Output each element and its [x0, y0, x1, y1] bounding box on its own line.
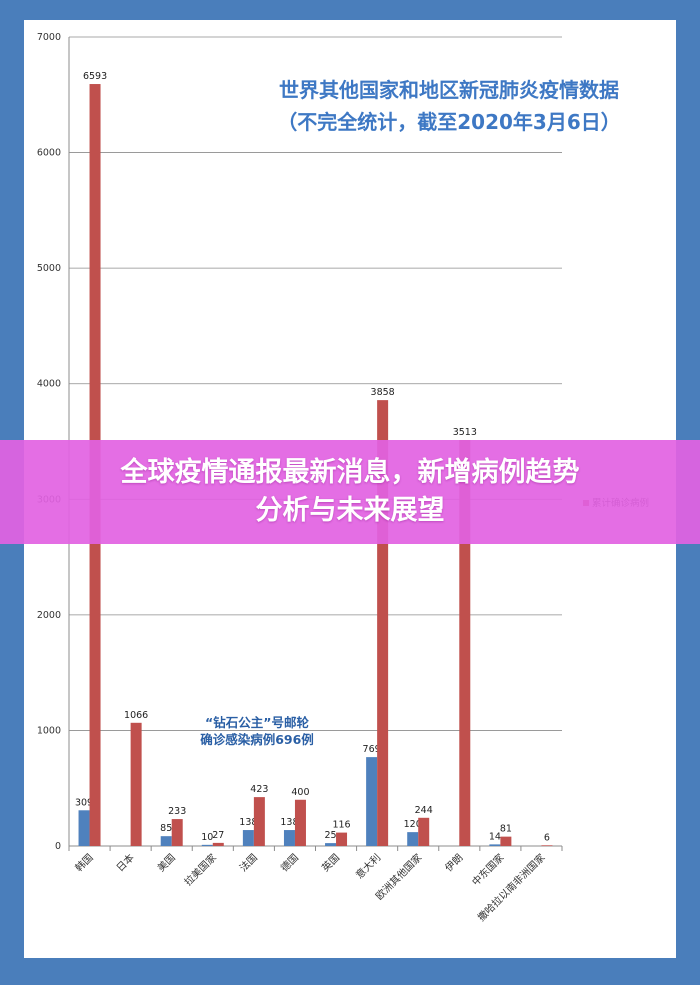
data-label: 27: [212, 830, 224, 841]
blue-bar: [489, 844, 501, 846]
y-tick-label: 4000: [37, 379, 61, 390]
data-label: 14: [489, 831, 501, 842]
data-label: 1066: [124, 710, 148, 721]
y-tick-label: 7000: [37, 32, 61, 43]
data-label: 10: [201, 832, 213, 843]
data-label: 3513: [453, 427, 477, 438]
x-category-label: 意大利: [353, 851, 383, 881]
red-bar: [541, 845, 553, 846]
data-label: 120: [404, 819, 422, 830]
chart-title-line-2: （不完全统计，截至2020年3月6日）: [277, 110, 621, 134]
blue-bar: [201, 844, 213, 846]
cruise-ship-annotation: “钻石公主”号邮轮 确诊感染病例696例: [172, 714, 342, 748]
data-label: 244: [415, 805, 433, 816]
chart-title: 世界其他国家和地区新冠肺炎疫情数据 （不完全统计，截至2020年3月6日）: [214, 74, 684, 138]
data-label: 769: [363, 744, 381, 755]
blue-bar: [160, 836, 172, 846]
headline-line-1: 全球疫情通报最新消息，新增病例趋势: [120, 457, 580, 488]
annotation-line-1: “钻石公主”号邮轮: [205, 715, 309, 730]
y-tick-label: 1000: [37, 725, 61, 736]
red-bar: [459, 439, 471, 846]
data-label: 138: [280, 817, 298, 828]
data-label: 138: [239, 817, 257, 828]
x-category-label: 英国: [319, 851, 342, 874]
y-tick-label: 2000: [37, 610, 61, 621]
blue-bar: [283, 830, 295, 846]
data-label: 116: [332, 820, 350, 831]
chart-title-line-1: 世界其他国家和地区新冠肺炎疫情数据: [279, 78, 619, 102]
data-label: 81: [500, 824, 512, 835]
x-category-label: 中东国家: [469, 851, 506, 888]
data-label: 309: [75, 797, 93, 808]
red-bar: [171, 819, 183, 846]
blue-bar: [242, 830, 254, 846]
data-label: 25: [324, 830, 336, 841]
data-label: 6: [544, 832, 550, 843]
data-label: 423: [250, 784, 268, 795]
red-bar: [253, 797, 265, 846]
blue-bar: [78, 810, 90, 846]
x-category-label: 伊朗: [443, 852, 466, 875]
red-bar: [336, 832, 348, 846]
x-category-label: 法国: [237, 851, 260, 874]
data-label: 6593: [83, 71, 107, 82]
data-label: 85: [160, 823, 172, 834]
x-category-label: 韩国: [72, 851, 95, 874]
data-label: 400: [291, 787, 309, 798]
data-label: 233: [168, 806, 186, 817]
y-tick-label: 6000: [37, 148, 61, 159]
red-bar: [377, 400, 389, 846]
red-bar: [500, 836, 512, 846]
y-tick-label: 0: [55, 841, 61, 852]
annotation-line-2: 确诊感染病例696例: [200, 732, 314, 747]
red-bar: [212, 842, 224, 846]
blue-bar: [366, 757, 378, 846]
x-category-label: 日本: [113, 851, 136, 874]
red-bar: [294, 799, 306, 846]
x-category-label: 拉美国家: [181, 851, 218, 888]
blue-bar: [325, 843, 337, 846]
red-bar: [130, 722, 142, 846]
red-bar: [418, 817, 430, 846]
data-label: 3858: [371, 387, 395, 398]
x-category-label: 美国: [154, 851, 177, 874]
x-category-label: 德国: [278, 851, 301, 874]
blue-bar: [407, 832, 419, 846]
y-tick-label: 5000: [37, 263, 61, 274]
headline-line-2: 分析与未来展望: [255, 495, 445, 526]
headline-banner: 全球疫情通报最新消息，新增病例趋势 分析与未来展望: [0, 440, 700, 544]
x-category-label: 撒哈拉以南非洲国家: [475, 851, 548, 924]
